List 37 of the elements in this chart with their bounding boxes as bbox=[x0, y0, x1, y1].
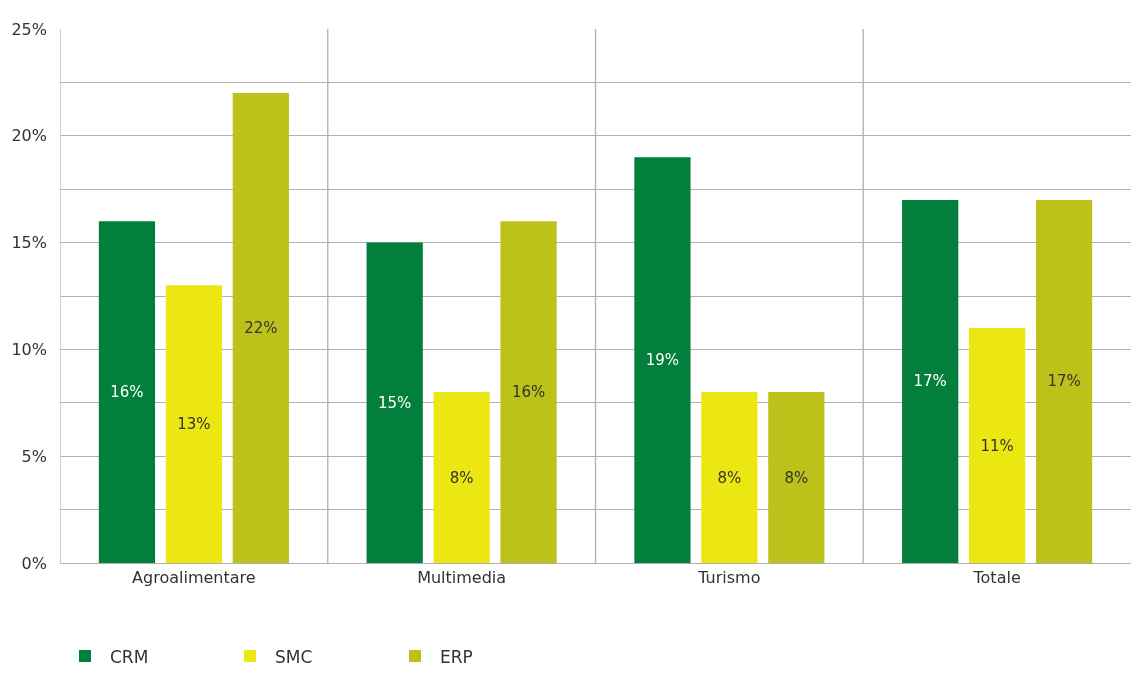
data-label: 19% bbox=[645, 351, 680, 370]
bar bbox=[701, 392, 758, 563]
data-label: 22% bbox=[244, 319, 278, 338]
legend-label: ERP bbox=[440, 646, 473, 667]
y-tick-label: 25% bbox=[11, 19, 47, 39]
y-tick-label: 5% bbox=[21, 446, 47, 466]
legend-label: CRM bbox=[110, 646, 149, 667]
data-label: 8% bbox=[784, 468, 809, 487]
bar bbox=[98, 221, 156, 563]
bar bbox=[634, 157, 691, 563]
data-label: 17% bbox=[913, 372, 947, 391]
data-label: 17% bbox=[1047, 372, 1081, 391]
y-tick-label: 15% bbox=[11, 233, 47, 253]
data-label: 16% bbox=[511, 383, 546, 402]
bar bbox=[500, 221, 557, 563]
data-label: 15% bbox=[378, 393, 412, 412]
data-label: 16% bbox=[110, 383, 144, 402]
y-tick-label: 10% bbox=[11, 340, 47, 359]
y-tick-label: 20% bbox=[11, 126, 47, 146]
data-label: 8% bbox=[449, 468, 474, 487]
bar bbox=[902, 199, 959, 563]
data-label: 13% bbox=[177, 415, 211, 434]
bar bbox=[768, 392, 825, 563]
data-label: 11% bbox=[980, 436, 1014, 455]
bar bbox=[232, 93, 289, 563]
bar bbox=[366, 242, 423, 563]
x-tick-label: Totale bbox=[972, 568, 1021, 588]
bar bbox=[433, 392, 490, 563]
x-tick-label: Agroalimentare bbox=[132, 568, 256, 588]
bar bbox=[969, 328, 1026, 563]
x-tick-label: Multimedia bbox=[417, 568, 507, 588]
data-label: 8% bbox=[717, 468, 742, 487]
bar bbox=[165, 285, 222, 563]
y-tick-label: 0% bbox=[21, 553, 47, 573]
legend-label: SMC bbox=[275, 646, 313, 667]
bar bbox=[1035, 199, 1093, 563]
x-tick-label: Turismo bbox=[697, 568, 761, 588]
